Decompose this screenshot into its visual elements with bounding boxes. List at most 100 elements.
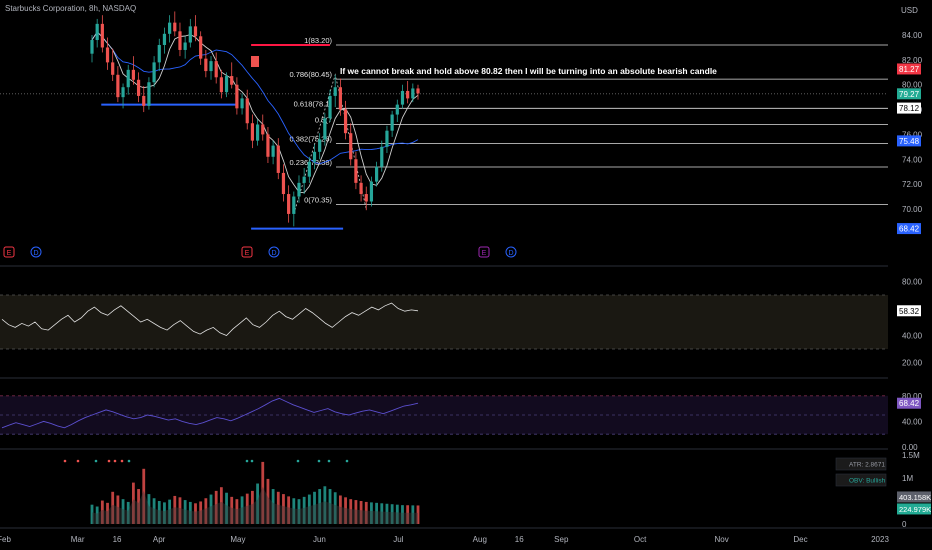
candle-body[interactable] — [235, 84, 239, 109]
dividend-marker-icon[interactable] — [30, 246, 42, 258]
candle-body[interactable] — [152, 62, 156, 83]
volume-bar[interactable] — [147, 494, 151, 524]
candle-body[interactable] — [245, 98, 249, 124]
indicator-legend-box[interactable] — [835, 457, 887, 471]
candle-body[interactable] — [162, 33, 167, 45]
volume-bar[interactable] — [121, 499, 125, 524]
rsi-panel[interactable]: 80.00 40.00 20.00 58.32 — [0, 278, 923, 368]
candle-body[interactable] — [142, 95, 146, 106]
candle-body[interactable] — [369, 181, 374, 202]
volume-bar[interactable] — [126, 501, 130, 524]
candle-body[interactable] — [312, 151, 317, 162]
candle-body[interactable] — [411, 88, 415, 99]
volume-bar[interactable] — [297, 499, 301, 524]
time-axis[interactable]: Feb Mar 16 Apr May Jun Jul Aug 16 Sep Oct Nov Dec 202… — [0, 527, 932, 544]
earnings-marker-icon[interactable] — [241, 246, 253, 258]
volume-bar[interactable] — [292, 498, 296, 524]
volume-bar[interactable] — [307, 494, 311, 524]
volume-bar[interactable] — [390, 504, 394, 524]
candle-body[interactable] — [126, 69, 130, 88]
candle-body[interactable] — [204, 58, 208, 72]
volume-panel[interactable]: 1.5M 1M 0 403.158K 224.979K ATR: 2.8671 OBV: B… — [63, 451, 931, 529]
volume-bar[interactable] — [230, 496, 234, 524]
volume-bar[interactable] — [178, 497, 182, 524]
candle-body[interactable] — [380, 146, 384, 167]
indicator-legend-box[interactable] — [835, 473, 887, 487]
volume-bar[interactable] — [282, 494, 285, 524]
candle-body[interactable] — [178, 31, 182, 50]
volume-bar[interactable] — [163, 502, 166, 524]
candle-body[interactable] — [292, 196, 296, 214]
volume-bar[interactable] — [406, 505, 410, 524]
volume-bar[interactable] — [214, 490, 218, 524]
volume-bar[interactable] — [416, 505, 420, 524]
candle-body[interactable] — [354, 159, 358, 183]
volume-bar[interactable] — [204, 498, 208, 524]
price-axis[interactable]: 84.0082.0080.0078.0076.0074.0072.0070.00… — [897, 31, 923, 235]
volume-bar[interactable] — [318, 489, 322, 524]
candle-body[interactable] — [302, 176, 306, 183]
volume-bar[interactable] — [411, 505, 415, 524]
volume-bar[interactable] — [225, 492, 228, 524]
candle-body[interactable] — [147, 82, 151, 106]
volume-bar[interactable] — [173, 495, 177, 524]
candle-body[interactable] — [333, 87, 337, 96]
oscillator-panel[interactable]: 80.00 40.00 0.00 68.42 — [0, 392, 923, 452]
volume-bar[interactable] — [354, 500, 358, 524]
volume-bar[interactable] — [142, 468, 146, 524]
candle-body[interactable] — [193, 26, 198, 37]
candle-body[interactable] — [111, 62, 115, 75]
candle-body[interactable] — [261, 124, 265, 135]
candle-body[interactable] — [131, 69, 135, 80]
volume-bar[interactable] — [302, 496, 306, 524]
volume-bar[interactable] — [168, 499, 172, 524]
candle-body[interactable] — [338, 87, 342, 110]
earnings-marker-icon[interactable] — [3, 246, 15, 258]
candle-body[interactable] — [209, 61, 213, 72]
candle-body[interactable] — [250, 123, 255, 141]
volume-bar[interactable] — [251, 490, 254, 524]
volume-bar[interactable] — [395, 504, 399, 524]
volume-bar[interactable] — [137, 489, 140, 524]
earnings-marker-icon[interactable] — [478, 246, 490, 258]
candle-body[interactable] — [323, 118, 327, 140]
volume-bar[interactable] — [100, 500, 104, 524]
candle-body[interactable] — [157, 44, 161, 63]
volume-bar[interactable] — [323, 486, 327, 524]
volume-bar[interactable] — [364, 501, 368, 524]
volume-bar[interactable] — [328, 489, 332, 524]
volume-bar[interactable] — [287, 496, 291, 524]
candle-body[interactable] — [281, 172, 286, 195]
price-panel[interactable]: 1(83.20)0.786(80.45)0.618(78.1)0.5(70.38… — [0, 11, 888, 450]
candle-body[interactable] — [219, 77, 223, 93]
volume-bar[interactable] — [106, 502, 109, 524]
candle-body[interactable] — [266, 134, 270, 157]
volume-bar[interactable] — [271, 489, 275, 524]
candle-body[interactable] — [188, 26, 192, 43]
volume-bar[interactable] — [116, 495, 120, 524]
candle-body[interactable] — [364, 194, 368, 202]
candle-body[interactable] — [359, 182, 363, 195]
volume-bar[interactable] — [359, 501, 363, 524]
volume-bar[interactable] — [261, 461, 265, 524]
volume-bar[interactable] — [401, 505, 404, 524]
candle-body[interactable] — [90, 40, 94, 54]
candle-body[interactable] — [95, 23, 99, 41]
oscillator-line[interactable] — [1, 397, 419, 429]
candle-body[interactable] — [276, 145, 280, 173]
candle-body[interactable] — [230, 76, 234, 85]
volume-bar[interactable] — [375, 502, 379, 524]
candle-body[interactable] — [307, 161, 311, 177]
volume-bar[interactable] — [256, 483, 259, 524]
volume-bar[interactable] — [209, 494, 213, 524]
candle-body[interactable] — [400, 90, 405, 105]
candle-body[interactable] — [343, 109, 348, 134]
annotation-text[interactable]: If we cannot break and hold above 80.82 … — [340, 66, 717, 76]
candle-body[interactable] — [173, 22, 177, 32]
candle-body[interactable] — [390, 114, 394, 131]
volume-bar[interactable] — [240, 496, 244, 524]
candle-body[interactable] — [183, 42, 187, 50]
candle-body[interactable] — [318, 139, 322, 152]
candle-body[interactable] — [100, 23, 104, 48]
